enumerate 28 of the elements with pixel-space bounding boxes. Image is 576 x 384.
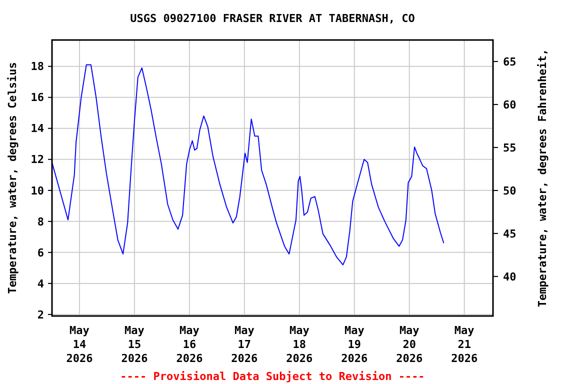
chart-title: USGS 09027100 FRASER RIVER AT TABERNASH, CO bbox=[130, 12, 416, 25]
y-tick-label: 4 bbox=[37, 277, 44, 290]
x-tick-label: May 21 2026 bbox=[451, 324, 478, 365]
y-tick-label: 12 bbox=[30, 153, 44, 166]
x-tick-label: May 16 2026 bbox=[176, 324, 204, 365]
y2-tick-label: 60 bbox=[503, 98, 516, 112]
y-tick-label: 8 bbox=[37, 215, 44, 228]
x-tick-label: May 17 2026 bbox=[231, 324, 258, 365]
text: ---- Provisional Data Subject to Revision ---- bbox=[120, 370, 425, 383]
y-tick-label: 10 bbox=[30, 184, 44, 198]
y2-axis-title: Temperature, water, degrees Fahrenheit, bbox=[536, 48, 549, 308]
x-tick-label: May 15 2026 bbox=[121, 324, 148, 365]
y2-tick-label: 50 bbox=[503, 184, 516, 198]
y2-tick-label: 65 bbox=[503, 55, 516, 68]
line-series bbox=[52, 64, 444, 266]
x-tick-label: May 18 2026 bbox=[286, 324, 314, 365]
y2-tick-label: 45 bbox=[503, 227, 516, 240]
y-tick-label: 14 bbox=[30, 122, 44, 136]
x-tick-label: May 19 2026 bbox=[341, 324, 368, 365]
y-axis-title: Temperature, water, degrees Celsius bbox=[6, 62, 19, 294]
y-tick-label: 16 bbox=[30, 91, 44, 104]
y-tick-label: 18 bbox=[30, 60, 44, 74]
y-tick-label: 6 bbox=[37, 246, 44, 260]
y-tick-label: 2 bbox=[37, 308, 44, 322]
y2-tick-label: 55 bbox=[503, 141, 516, 154]
y2-tick-label: 40 bbox=[503, 270, 516, 284]
x-tick-label: May 14 2026 bbox=[66, 324, 94, 365]
x-tick-label: May 20 2026 bbox=[396, 324, 423, 365]
